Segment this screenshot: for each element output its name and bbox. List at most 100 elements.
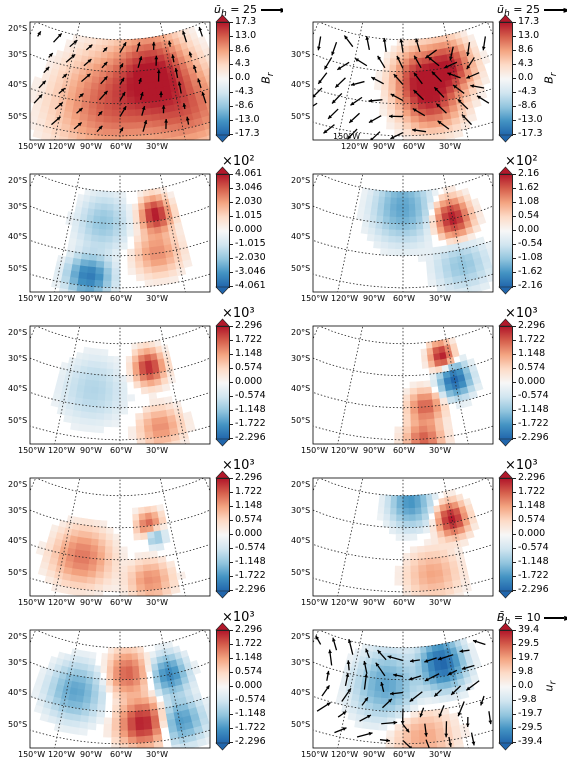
heat-cell [402,647,410,655]
arrow-head [471,741,476,746]
heat-cell [134,552,144,560]
colorbar-tick [513,286,516,287]
heat-cell [103,413,113,421]
heat-cell [112,400,121,409]
heat-cell [94,354,102,363]
heat-cell [112,388,121,396]
longitude-label: 90°W [80,750,103,759]
heat-cell [427,506,435,514]
heat-cell [420,652,428,661]
heat-cell [147,531,156,540]
heat-cell [422,69,431,78]
heat-cell [99,520,108,528]
heat-cell [410,565,420,573]
heat-cell [415,513,423,522]
arrow-head [466,65,471,70]
heat-cell [83,233,93,242]
heat-cell [112,546,121,554]
longitude-label: 30°W [429,598,452,607]
heat-cell [409,381,418,389]
longitude-label: 150°W [301,294,329,303]
heat-cell [82,696,92,705]
colorbar-tick-label: 17.3 [235,16,257,27]
heat-cell [87,570,97,579]
heat-cell [113,362,121,370]
arrow-head [364,697,368,702]
colorbar-tick [230,340,233,341]
colorbar-tick-label: -8.6 [235,100,254,111]
heat-cell [104,248,113,256]
arrow-head [390,93,395,98]
map-plot [0,0,283,152]
arrow-head [86,73,91,78]
arrow-head [328,114,332,119]
heat-cell [112,236,121,244]
heat-cell [135,577,146,586]
heat-cell [119,660,127,668]
heat-cell [377,506,385,515]
heat-cell [92,221,101,230]
heat-cell [93,361,102,369]
heat-cell [119,236,128,244]
arrow-head [98,111,103,116]
heat-cell [402,64,410,73]
colorbar-tick-label: -4.061 [235,280,266,291]
heat-cell [111,724,121,732]
heat-cell [426,114,436,123]
heat-cell [423,76,432,84]
longitude-label: 90°W [373,142,396,151]
longitude-label: 30°W [146,750,169,759]
heat-cell [146,525,155,533]
arrow-head [448,743,453,747]
heat-cell [90,234,100,243]
longitude-label: 120°W [331,294,359,303]
heat-cell [119,736,129,745]
heat-cell [410,96,419,104]
heat-cell [388,229,397,237]
arrow-head [438,713,443,718]
heat-cell [394,578,404,586]
heat-cell [143,272,154,281]
heat-cell [126,64,134,72]
colorbar-tick-label: -29.5 [518,722,543,733]
arrow-head [437,120,442,125]
heat-cell [133,691,142,699]
heat-cell [390,495,398,503]
arrow-head [347,135,352,140]
heat-cell [111,109,121,117]
heat-cell [389,216,397,224]
heat-cell [410,723,420,732]
arrow-head [488,720,493,725]
heat-cell [145,214,154,223]
heat-cell [415,216,424,224]
colorbar-tick-label: 1.722 [235,334,263,345]
heat-cell [113,64,121,73]
heat-cell [425,260,436,268]
heat-cell [480,76,491,86]
arrow-head [480,701,484,706]
colorbar-tick-label: 1.722 [235,486,263,497]
heat-cell [380,89,389,98]
heat-cell [410,578,420,586]
heat-cell [82,650,91,659]
heat-cell [98,539,107,547]
heat-cell [394,109,404,117]
arrow-head [103,76,108,81]
arrow-head [193,65,197,70]
arrow-head [466,75,471,79]
heat-cell [88,50,96,58]
heat-cell [107,203,115,212]
colorbar-tick [513,64,516,65]
colorbar-tick [513,106,516,107]
colorbar-tick [230,272,233,273]
heat-cell [132,520,141,528]
colorbar-tick-label: -39.4 [518,736,543,747]
colorbar-extends [215,166,230,295]
heat-cell [139,671,147,680]
heat-cell [83,537,93,546]
heat-cell [382,520,391,528]
heat-cell [119,197,127,205]
longitude-label: 150°W [18,598,46,607]
colorbar-tick-label: -2.16 [518,280,543,291]
colorbar-tick-label: 0.574 [235,514,263,525]
